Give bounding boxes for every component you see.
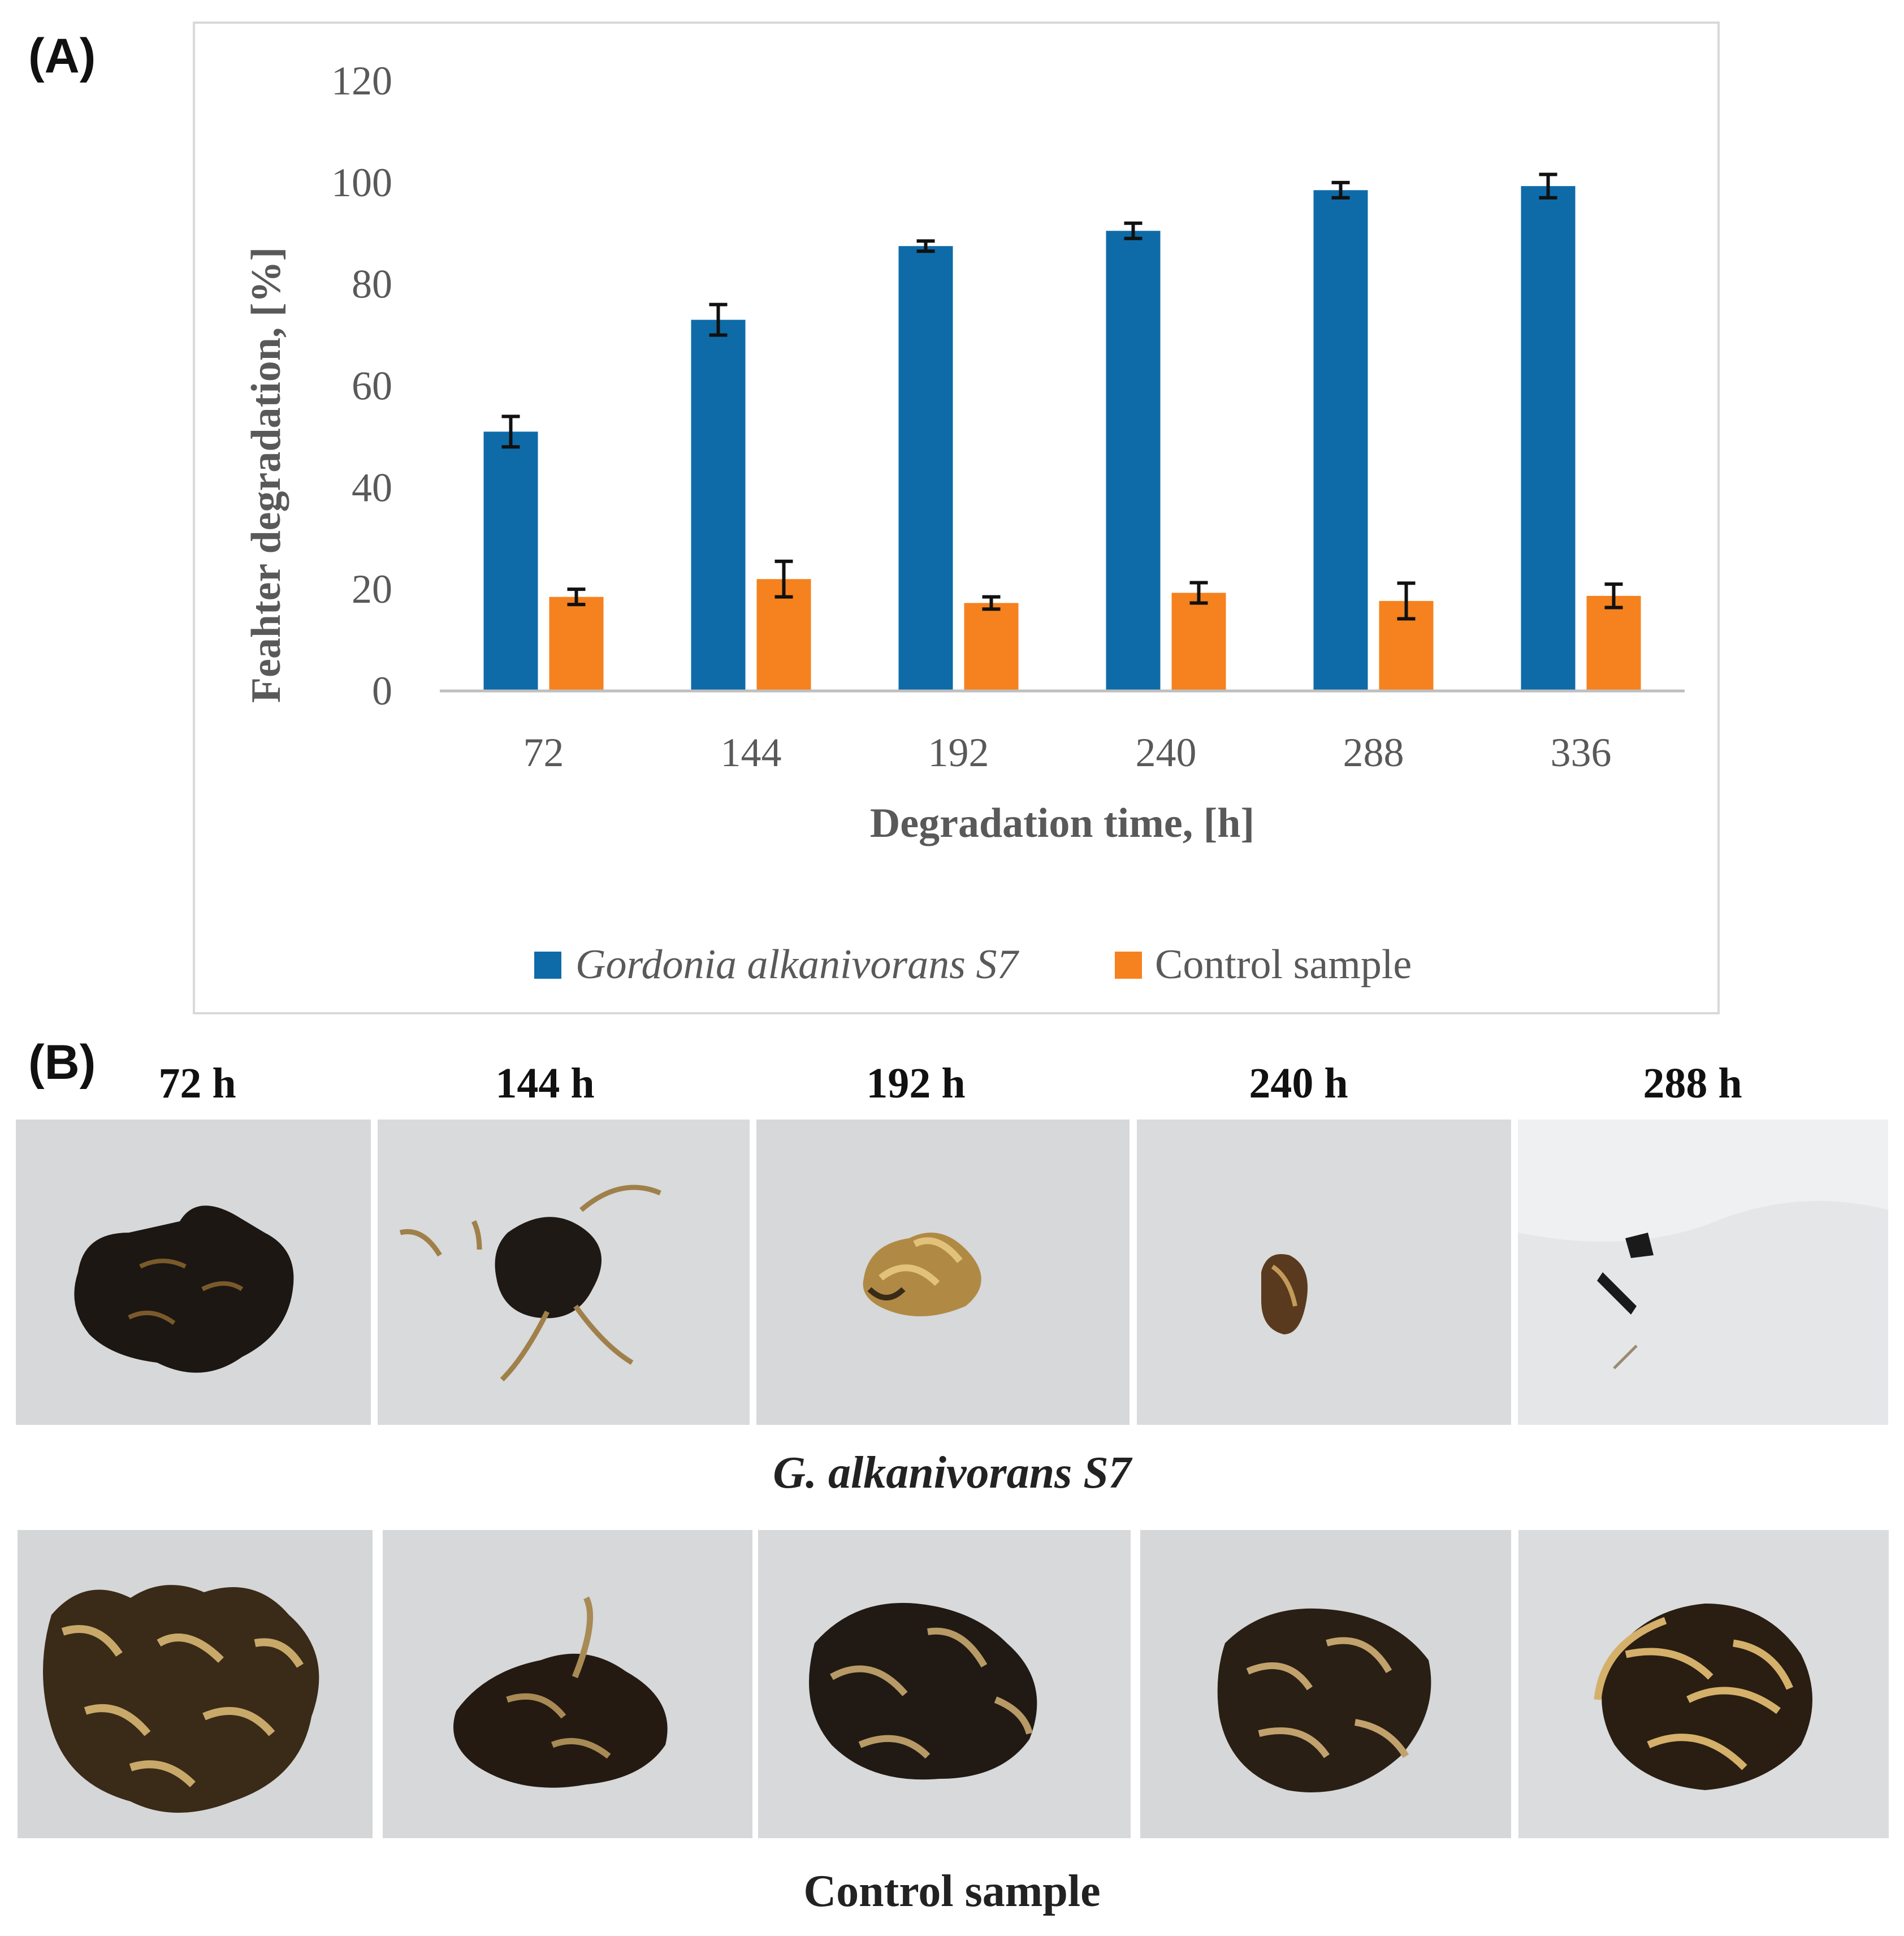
- photo-s7-240h: [1137, 1120, 1511, 1425]
- photo-control-240h: [1140, 1530, 1511, 1838]
- legend-label-gordonia: Gordonia alkanivorans S7: [575, 941, 1019, 988]
- y-tick-label: 120: [331, 58, 392, 103]
- y-tick-label: 100: [331, 160, 392, 205]
- bar-control: [1586, 595, 1641, 691]
- time-label-144h: 144 h: [495, 1060, 595, 1107]
- row-caption-control: Control sample: [803, 1866, 1101, 1916]
- x-tick-label: 240: [1136, 730, 1197, 775]
- photo-control-288h: [1518, 1530, 1889, 1838]
- panel-a-label: (A): [28, 29, 96, 83]
- photo-s7-192h: [756, 1120, 1130, 1425]
- x-axis-title: Degradation time, [h]: [870, 800, 1254, 846]
- photo-control-72h: [18, 1530, 373, 1838]
- bar-chart: 0 20 40 60 80 100 120 72 144 192 240 288 336 Degrad…: [193, 21, 1720, 1014]
- bar-control: [1171, 593, 1226, 691]
- photo-control-192h: [758, 1530, 1131, 1838]
- time-label-72h: 72 h: [158, 1060, 236, 1107]
- panel-b-label: (B): [28, 1035, 96, 1090]
- bar-control: [964, 603, 1019, 691]
- legend-swatch-gordonia: [534, 952, 561, 979]
- y-tick-label: 20: [352, 567, 392, 612]
- bar-control: [549, 597, 604, 691]
- y-tick-label: 60: [352, 364, 392, 409]
- legend-label-control: Control sample: [1155, 941, 1412, 988]
- y-tick-label: 80: [352, 262, 392, 307]
- x-tick-label: 144: [721, 730, 782, 775]
- bar-gordonia: [483, 431, 538, 691]
- bar-gordonia: [1521, 186, 1576, 691]
- bar-gordonia: [691, 319, 746, 691]
- legend: Gordonia alkanivorans S7 Control sample: [534, 941, 1412, 988]
- photo-control-144h: [383, 1530, 752, 1838]
- bar-gordonia: [898, 246, 953, 692]
- bar-gordonia: [1313, 190, 1368, 692]
- photo-s7-288h: [1518, 1120, 1888, 1425]
- y-tick-label: 0: [372, 668, 392, 714]
- x-tick-label: 72: [523, 730, 564, 775]
- y-axis-title: Feahter degradation, [%]: [243, 247, 289, 703]
- photo-s7-144h: [378, 1120, 750, 1425]
- bar-gordonia: [1106, 231, 1161, 692]
- photo-s7-72h: [16, 1120, 371, 1425]
- x-tick-label: 288: [1343, 730, 1404, 775]
- chart-frame: [193, 21, 1720, 1014]
- time-label-288h: 288 h: [1643, 1060, 1742, 1107]
- y-tick-label: 40: [352, 465, 392, 510]
- x-tick-label: 192: [928, 730, 989, 775]
- row-caption-s7: G. alkanivorans S7: [773, 1448, 1131, 1498]
- time-label-240h: 240 h: [1249, 1060, 1348, 1107]
- time-label-192h: 192 h: [866, 1060, 966, 1107]
- x-tick-label: 336: [1551, 730, 1612, 775]
- legend-swatch-control: [1115, 952, 1142, 979]
